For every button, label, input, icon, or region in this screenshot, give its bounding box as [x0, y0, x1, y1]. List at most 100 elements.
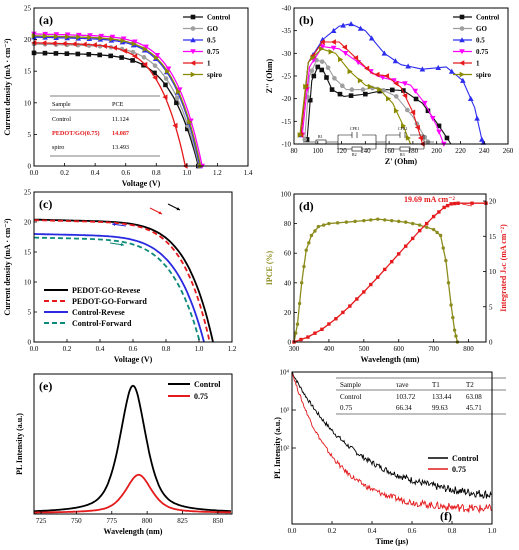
panel-letter: (f) — [440, 509, 452, 523]
eis-marker — [309, 68, 315, 74]
eis-marker — [304, 137, 310, 142]
y-tick-label: 20 — [24, 219, 32, 227]
equivalent-circuit: R1 CPE1 CPE2 R2 R3 — [303, 126, 434, 157]
panel-letter: (a) — [39, 13, 53, 27]
jsc-marker — [437, 210, 441, 214]
eis-marker — [367, 83, 373, 90]
jsc-marker — [341, 310, 345, 315]
ipce-marker — [424, 225, 429, 229]
legend-marker — [190, 49, 196, 55]
eis-marker — [329, 87, 335, 92]
jsc-marker — [313, 331, 317, 335]
table-cell: PEDOT/GO(0.75) — [52, 130, 100, 137]
eis-line-0.5 — [300, 23, 485, 145]
jsc-marker — [355, 297, 359, 301]
eis-marker — [330, 45, 337, 51]
eis-marker — [319, 46, 325, 52]
panel-letter: (c) — [39, 197, 52, 211]
circuit-cpe — [351, 132, 406, 138]
jsc-marker — [327, 322, 331, 326]
y-tick-label: 15 — [24, 68, 32, 76]
eis-line-1 — [300, 41, 423, 145]
y2-tick-label: 15 — [489, 233, 497, 241]
x-tick-label: 700 — [428, 345, 439, 353]
eis-marker — [328, 49, 334, 55]
jv-marker — [152, 63, 158, 68]
eis-marker — [337, 91, 343, 97]
pl-line-Control — [34, 384, 231, 512]
x-tick-label: 1.0 — [182, 169, 191, 177]
legend-marker — [190, 60, 196, 66]
ipce-marker — [441, 246, 445, 250]
x-axis-label: Time (µs) — [376, 537, 409, 546]
panel-e: 725 750 775 800 825 850 Wavelength (nm) PL Inte… — [15, 373, 233, 536]
ipce-marker — [397, 219, 401, 224]
eis-marker — [364, 65, 370, 72]
x-tick-label: 220 — [455, 147, 466, 155]
jv-hyst-line-PEDOT-GO-Forward — [34, 219, 211, 343]
eis-marker — [332, 75, 337, 81]
table-cell: 13.493 — [112, 144, 129, 151]
circuit-label: R1 — [318, 134, 323, 139]
eis-marker — [330, 27, 337, 33]
trpl-line-0.75 — [291, 373, 492, 514]
legend-label: Control — [194, 380, 221, 389]
legend-label: Control — [207, 14, 230, 22]
y-tick-label: 100 — [281, 191, 292, 199]
eis-marker — [325, 65, 331, 70]
eis-marker — [303, 83, 309, 90]
eis-marker — [421, 100, 428, 106]
eis-marker — [310, 55, 316, 61]
legend-label: spiro — [207, 71, 223, 79]
annotation-pointer — [461, 203, 473, 207]
eis-marker — [401, 88, 406, 93]
x-tick-label: 300 — [289, 345, 300, 353]
y-tick-label: 10³ — [280, 407, 289, 415]
jv-marker — [109, 34, 116, 40]
jv-marker — [42, 33, 48, 39]
x-tick-label: 400 — [324, 345, 335, 353]
ipce-marker — [316, 224, 321, 229]
legend-label: 0.75 — [207, 48, 220, 56]
eis-marker — [360, 87, 366, 92]
jsc-marker — [306, 335, 310, 339]
jv-marker — [64, 51, 70, 56]
jv-marker — [65, 33, 71, 40]
jsc-marker — [445, 203, 450, 208]
eis-marker — [330, 39, 336, 45]
x-tick-label: 775 — [107, 517, 118, 525]
legend-marker — [459, 14, 465, 20]
y2-tick-label: 0 — [489, 339, 493, 347]
eis-marker — [402, 81, 408, 87]
x-tick-label: 100 — [313, 147, 324, 155]
eis-marker — [392, 58, 399, 64]
x-tick-label: 180 — [408, 147, 419, 155]
legend-label: 0.75 — [194, 392, 208, 401]
jv-marker — [162, 94, 168, 100]
jsc-marker — [431, 214, 436, 219]
eis-marker — [368, 35, 375, 41]
legend-label: PEDOT-GO-Forward — [72, 297, 147, 306]
jsc-marker — [397, 252, 401, 256]
y-tick-label: 60 — [284, 250, 292, 258]
jsc-marker — [320, 327, 324, 332]
ipce-marker — [297, 301, 302, 306]
jsc-marker — [456, 201, 460, 205]
plot-frame — [33, 7, 249, 167]
jv-marker — [91, 42, 97, 48]
x-tick-label: 1.0 — [488, 527, 497, 535]
plot-frame — [293, 193, 487, 343]
ipce-marker — [295, 322, 300, 326]
legend-label: Control-Forward — [72, 319, 132, 328]
eis-marker — [347, 68, 353, 75]
ipce-marker — [446, 281, 451, 285]
eis-marker — [419, 66, 426, 72]
x-axis-label: Z' (Ohm) — [385, 157, 418, 166]
jv-marker — [176, 87, 183, 93]
y-tick-label: -30 — [282, 50, 292, 58]
circuit-resistor — [315, 139, 327, 145]
eis-marker — [448, 68, 455, 74]
eis-marker — [425, 108, 431, 114]
x-tick-label: 80 — [291, 147, 299, 155]
table-header: T2 — [466, 381, 474, 389]
